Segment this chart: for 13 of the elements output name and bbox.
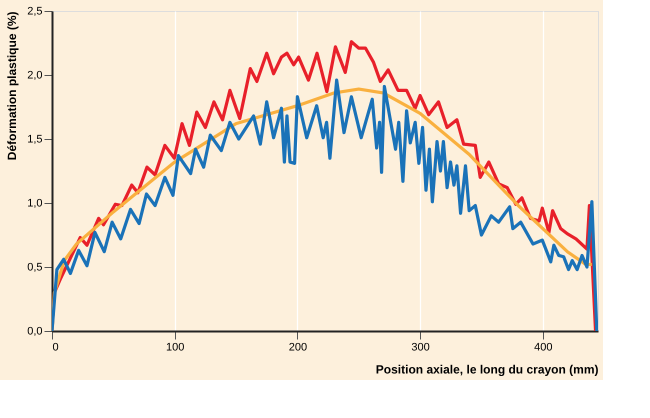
x-tick-label: 0 (52, 342, 59, 354)
x-axis-title: Position axiale, le long du crayon (mm) (376, 362, 598, 376)
y-tick-label: 1,0 (27, 198, 42, 210)
y-tick-label: 1,5 (27, 134, 42, 146)
y-tick-label: 2,5 (27, 6, 42, 18)
y-tick-label: 2,0 (27, 70, 42, 82)
x-tick-label: 400 (534, 342, 552, 354)
x-tick-label: 100 (166, 342, 184, 354)
y-tick-label: 0,0 (27, 326, 42, 338)
y-tick-label: 0,5 (27, 262, 42, 274)
x-tick-label: 300 (411, 342, 430, 354)
y-axis-title: Déformation plastique (%) (5, 12, 20, 160)
x-tick-label: 200 (288, 342, 308, 354)
